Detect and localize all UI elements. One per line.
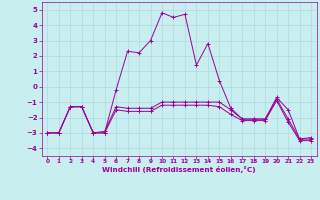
X-axis label: Windchill (Refroidissement éolien,°C): Windchill (Refroidissement éolien,°C) [102,166,256,173]
